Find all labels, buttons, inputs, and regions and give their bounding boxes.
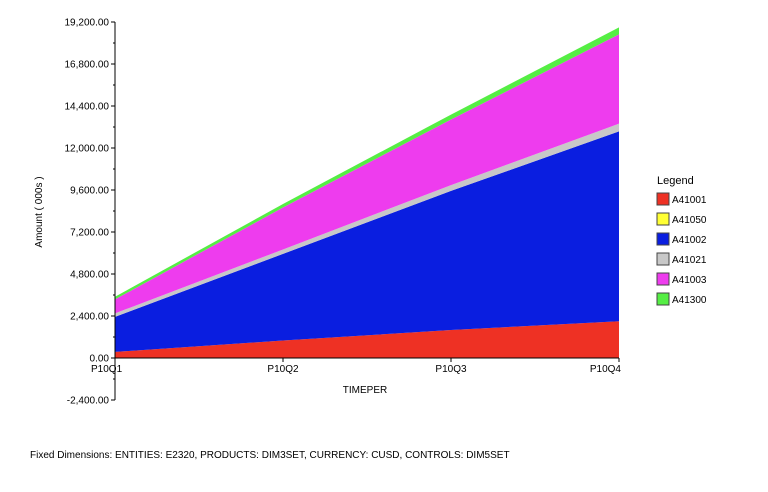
x-tick-label: P10Q4 <box>590 364 622 375</box>
fixed-dimensions-footer: Fixed Dimensions: ENTITIES: E2320, PRODU… <box>30 450 510 461</box>
legend-label-A41001: A41001 <box>672 195 707 206</box>
y-tick-label: 7,200.00 <box>70 228 109 239</box>
legend-label-A41050: A41050 <box>672 215 707 226</box>
legend-label-A41002: A41002 <box>672 235 707 246</box>
y-tick-label: 0.00 <box>90 354 110 365</box>
legend-title: Legend <box>657 175 694 187</box>
legend-swatch-A41002 <box>656 232 670 246</box>
y-tick-label: -2,400.00 <box>67 396 110 407</box>
area-series-A41003 <box>115 34 619 314</box>
legend: Legend A41001 A41050 A41002 A41021 A41003 A41… <box>656 175 707 306</box>
stacked-area-chart: -2,400.00 0.00 2,400.00 4,800.00 7,200.00 9,6… <box>34 18 707 407</box>
y-tick-label: 14,400.00 <box>65 102 110 113</box>
x-tick-label: P10Q3 <box>435 364 467 375</box>
legend-label-A41300: A41300 <box>672 295 707 306</box>
x-ticks: P10Q1 P10Q2 P10Q3 P10Q4 <box>91 358 621 375</box>
legend-swatch-A41021 <box>656 252 670 266</box>
x-axis-title: TIMEPER <box>343 385 387 396</box>
y-tick-label: 4,800.00 <box>70 270 109 281</box>
y-tick-label: 19,200.00 <box>65 18 110 29</box>
area-series-A41300 <box>115 27 619 300</box>
y-ticks: -2,400.00 0.00 2,400.00 4,800.00 7,200.00 9,6… <box>65 18 115 407</box>
y-tick-label: 12,000.00 <box>65 144 110 155</box>
x-tick-label: P10Q2 <box>267 364 299 375</box>
y-axis-title: Amount ( 000s ) <box>34 176 45 247</box>
legend-swatch-A41001 <box>656 192 670 206</box>
x-tick-label: P10Q1 <box>91 364 123 375</box>
area-series-A41002 <box>115 131 619 352</box>
plot-areas <box>115 27 619 358</box>
legend-label-A41021: A41021 <box>672 255 707 266</box>
legend-swatch-A41050 <box>656 212 670 226</box>
legend-swatch-A41003 <box>656 272 670 286</box>
area-series-A41021 <box>115 123 619 317</box>
y-tick-label: 2,400.00 <box>70 312 109 323</box>
legend-label-A41003: A41003 <box>672 275 707 286</box>
y-tick-label: 16,800.00 <box>65 60 110 71</box>
y-tick-label: 9,600.00 <box>70 186 109 197</box>
area-series-A41001 <box>115 321 619 358</box>
legend-swatch-A41300 <box>656 292 670 306</box>
